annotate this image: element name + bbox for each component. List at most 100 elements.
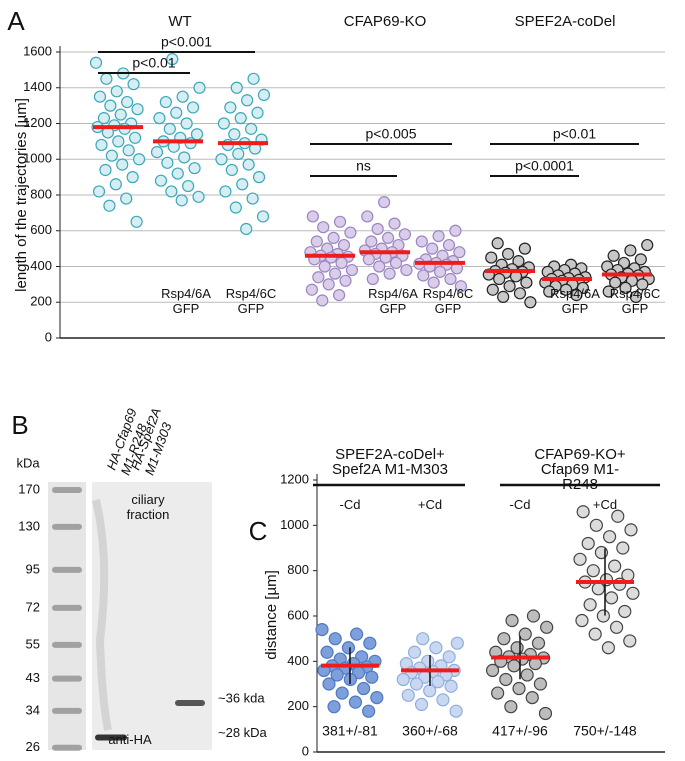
data-point: [128, 131, 142, 144]
category-label: Rsp4/6A GFP: [550, 286, 600, 316]
data-point: [503, 280, 516, 293]
data-point: [388, 217, 401, 230]
data-point: [99, 163, 112, 177]
data-point: [240, 222, 253, 236]
data-point: [320, 645, 334, 659]
data-point: [444, 272, 457, 286]
data-point: [453, 246, 466, 259]
group-header: SPEF2A-coDel+ Spef2A M1-M303: [332, 446, 448, 478]
group-header: SPEF2A-coDel: [514, 13, 616, 30]
data-point: [132, 153, 146, 166]
y-tick-label: 1600: [23, 43, 52, 58]
data-point: [121, 95, 134, 109]
data-point: [518, 627, 532, 641]
data-point: [381, 231, 395, 244]
data-point: [159, 95, 172, 109]
data-point: [153, 112, 166, 125]
data-point: [429, 641, 443, 655]
data-point: [335, 686, 349, 700]
data-point: [178, 151, 191, 164]
ladder-label: 55: [26, 636, 40, 651]
data-point: [154, 174, 168, 187]
data-point: [370, 690, 384, 705]
stat-label: 750+/-148: [573, 723, 637, 739]
data-point: [322, 278, 335, 291]
data-point: [344, 226, 357, 239]
data-point: [378, 196, 391, 209]
data-point: [454, 280, 467, 293]
data-point: [486, 283, 499, 296]
data-point: [365, 235, 378, 248]
data-point: [414, 697, 429, 712]
data-point: [317, 221, 330, 234]
data-point: [442, 238, 456, 252]
category-label: -Cd: [339, 497, 361, 512]
data-point: [520, 668, 534, 682]
data-point: [436, 693, 450, 707]
ladder-band: [52, 523, 82, 530]
data-point: [609, 276, 622, 289]
ladder-band: [52, 604, 82, 611]
data-point: [186, 101, 200, 114]
y-tick-label: 400: [30, 258, 52, 273]
ladder-label: 130: [18, 518, 40, 533]
data-point: [591, 582, 605, 596]
data-point: [356, 681, 371, 696]
data-point: [95, 138, 108, 152]
ladder-label: 43: [26, 670, 40, 685]
data-point: [531, 636, 546, 650]
data-point: [526, 609, 541, 623]
data-point: [327, 231, 340, 244]
data-point: [608, 559, 622, 573]
fraction-label: ciliary fraction: [126, 492, 170, 522]
data-point: [415, 235, 428, 248]
data-point: [112, 135, 125, 148]
data-point: [312, 271, 325, 284]
ladder-label: 72: [26, 599, 40, 614]
data-point: [306, 210, 319, 223]
data-point: [89, 56, 103, 69]
data-point: [332, 289, 346, 302]
y-tick-label: 0: [45, 329, 52, 344]
data-point: [171, 167, 184, 180]
data-point: [449, 704, 463, 718]
data-point: [234, 112, 247, 125]
data-point: [533, 677, 548, 691]
data-point: [524, 296, 537, 309]
data-point: [513, 287, 527, 300]
data-point: [315, 622, 329, 637]
ladder-band: [52, 566, 82, 573]
data-point: [256, 210, 270, 223]
data-point: [105, 149, 118, 162]
data-point: [180, 117, 193, 130]
data-point: [573, 552, 587, 566]
ladder-band: [52, 744, 82, 751]
data-point: [104, 99, 117, 112]
data-point: [629, 290, 643, 303]
data-point: [619, 281, 632, 295]
data-point: [499, 672, 513, 687]
category-label: Rsp4/6A GFP: [161, 286, 211, 316]
data-point: [245, 122, 258, 135]
data-point: [366, 272, 379, 286]
data-point: [341, 641, 356, 655]
data-point: [175, 194, 188, 207]
data-point: [493, 272, 506, 286]
data-point: [362, 704, 376, 718]
data-point: [103, 199, 116, 212]
data-point: [252, 171, 266, 184]
data-point: [100, 72, 113, 85]
data-point: [109, 178, 122, 191]
data-point: [333, 215, 347, 228]
data-point: [93, 90, 107, 103]
data-point: [512, 255, 525, 268]
data-point: [322, 677, 336, 691]
y-tick-label: 0: [302, 743, 309, 758]
data-point: [601, 641, 616, 655]
significance-label: p<0.001: [161, 34, 212, 50]
data-point: [607, 249, 620, 262]
ladder-band: [52, 641, 82, 648]
data-point: [362, 253, 375, 266]
data-point: [581, 536, 595, 551]
